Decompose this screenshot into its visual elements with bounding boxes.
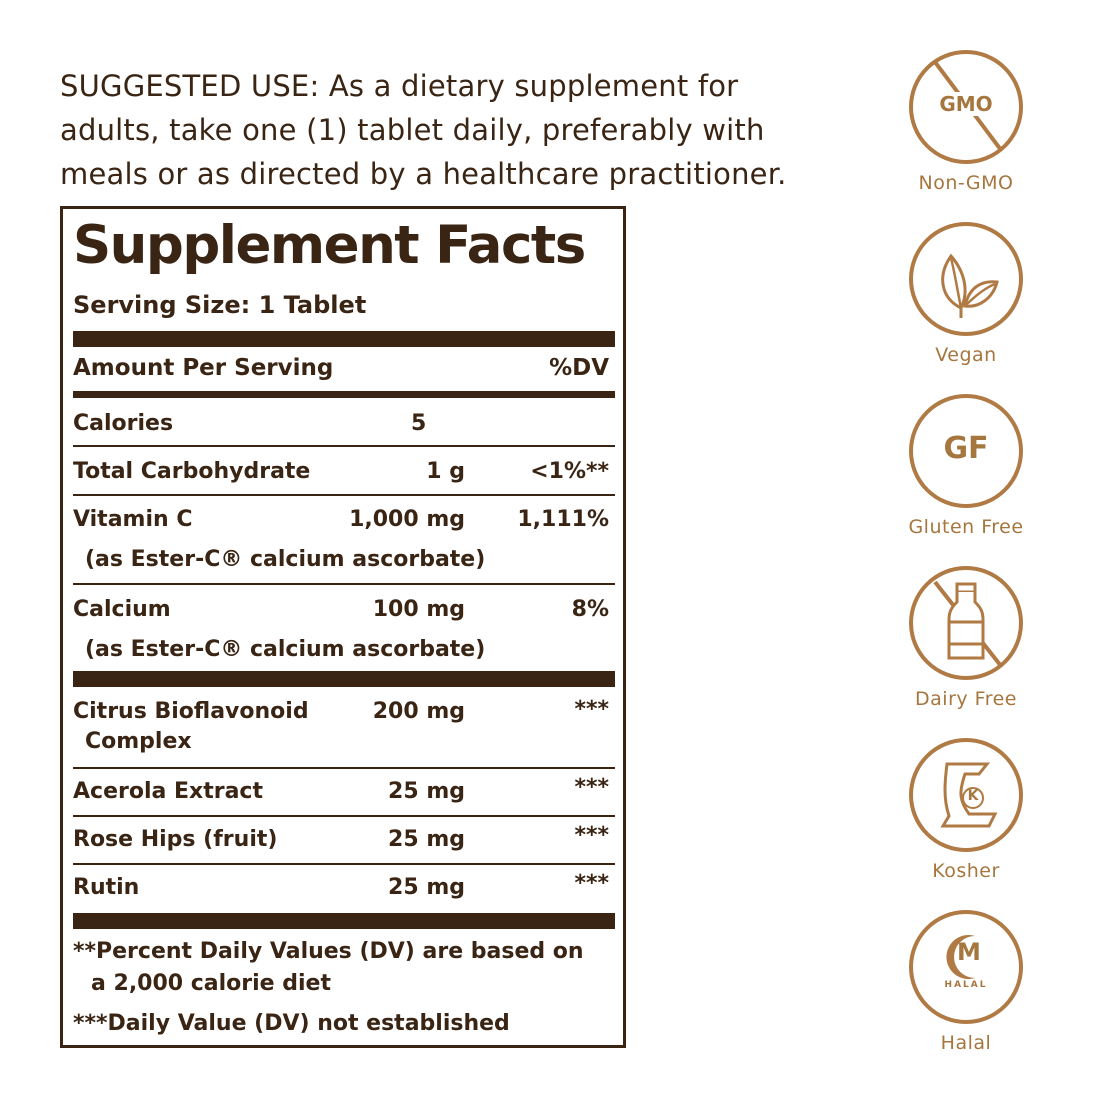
row-divider [73, 494, 615, 496]
suggested-use-line-2: adults, take one (1) tablet daily, prefe… [60, 113, 765, 147]
thick-divider [73, 913, 615, 929]
gluten-free-icon: GF [909, 394, 1023, 508]
badge-label-gluten-free: Gluten Free [908, 516, 1024, 538]
row-divider [73, 445, 615, 447]
row-divider [73, 767, 615, 769]
row-divider [73, 583, 615, 585]
badge-non-gmo: GMO Non-GMO [906, 50, 1026, 194]
row-rutin-amount: 25 mg [388, 875, 465, 900]
serving-size: Serving Size: 1 Tablet [73, 291, 367, 319]
suggested-use-line-3: meals or as directed by a healthcare pra… [60, 157, 787, 191]
row-vitc-name: Vitamin C [73, 507, 193, 532]
halal-small-text: HALAL [944, 980, 988, 990]
halal-icon: M HALAL [909, 910, 1023, 1024]
dv-header: %DV [549, 355, 609, 381]
row-carb-name: Total Carbohydrate [73, 459, 311, 484]
badge-label-vegan: Vegan [935, 344, 997, 366]
row-citrus-amount: 200 mg [372, 699, 465, 724]
footnote-calorie-diet: a 2,000 calorie diet [91, 971, 331, 996]
suggested-use: SUGGESTED USE: As a dietary supplement f… [60, 64, 787, 196]
row-divider [73, 863, 615, 865]
row-rosehips-dv: *** [574, 823, 609, 848]
kosher-k-text: K [967, 788, 979, 804]
row-citrus-name-2: Complex [85, 729, 192, 754]
row-calcium-dv: 8% [571, 597, 609, 622]
row-acerola-amount: 25 mg [388, 779, 465, 804]
kosher-icon: K [909, 738, 1023, 852]
badge-label-halal: Halal [940, 1032, 992, 1054]
row-divider [73, 815, 615, 817]
row-rutin-dv: *** [574, 871, 609, 896]
row-vitc-dv: 1,111% [517, 507, 609, 532]
badge-label-kosher: Kosher [932, 860, 1000, 882]
no-gmo-icon: GMO [909, 50, 1023, 164]
gmo-text: GMO [935, 92, 997, 116]
row-acerola-dv: *** [574, 775, 609, 800]
badge-dairy-free: Dairy Free [906, 566, 1026, 710]
leaf-icon [909, 222, 1023, 336]
row-calcium-amount: 100 mg [372, 597, 465, 622]
medium-divider [73, 391, 615, 398]
thick-divider [73, 671, 615, 687]
row-rosehips-name: Rose Hips (fruit) [73, 827, 278, 852]
badge-vegan: Vegan [906, 222, 1026, 366]
halal-m-text: M [957, 938, 981, 966]
badge-label-non-gmo: Non-GMO [918, 172, 1014, 194]
badge-kosher: K Kosher [906, 738, 1026, 882]
row-vitc-sub: (as Ester-C® calcium ascorbate) [85, 547, 486, 572]
row-calories-amount: 5 [411, 411, 427, 436]
footnote-dv-based: **Percent Daily Values (DV) are based on [73, 939, 584, 964]
badge-gluten-free: GF Gluten Free [906, 394, 1026, 538]
badge-halal: M HALAL Halal [906, 910, 1026, 1054]
amount-per-serving-header: Amount Per Serving [73, 355, 334, 381]
row-acerola-name: Acerola Extract [73, 779, 263, 804]
row-citrus-dv: *** [574, 697, 609, 722]
row-rutin-name: Rutin [73, 875, 140, 900]
row-carb-dv: <1%** [530, 459, 609, 484]
no-milk-bottle-icon [909, 566, 1023, 680]
footnote-not-established: ***Daily Value (DV) not established [73, 1011, 510, 1036]
row-calories-name: Calories [73, 411, 174, 436]
row-citrus-name: Citrus Bioflavonoid [73, 699, 309, 724]
badge-label-dairy-free: Dairy Free [915, 688, 1017, 710]
row-vitc-amount: 1,000 mg [349, 507, 465, 532]
row-calcium-name: Calcium [73, 597, 171, 622]
row-carb-amount: 1 g [426, 459, 465, 484]
row-rosehips-amount: 25 mg [388, 827, 465, 852]
supplement-facts-panel: Supplement Facts Serving Size: 1 Tablet … [60, 206, 626, 1048]
suggested-use-line-1: SUGGESTED USE: As a dietary supplement f… [60, 69, 739, 103]
thick-divider [73, 331, 615, 347]
row-calcium-sub: (as Ester-C® calcium ascorbate) [85, 637, 486, 662]
gf-text: GF [943, 431, 989, 466]
facts-title: Supplement Facts [73, 215, 586, 276]
